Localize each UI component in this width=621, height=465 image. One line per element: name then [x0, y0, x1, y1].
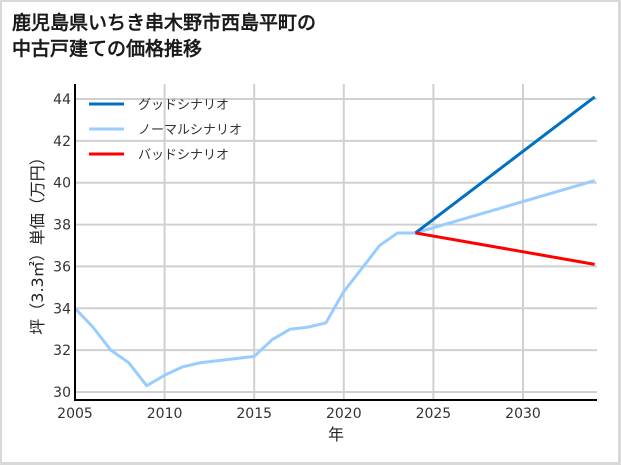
x-tick-label: 2015 [236, 406, 272, 422]
y-tick-label: 44 [53, 92, 71, 108]
y-axis-label: 坪（3.3㎡）単価（万円） [28, 149, 47, 334]
x-tick-label: 2030 [505, 406, 541, 422]
x-tick-label: 2020 [326, 406, 362, 422]
y-tick-label: 42 [53, 134, 71, 150]
legend-label: バッドシナリオ [138, 148, 229, 163]
y-tick-label: 30 [53, 385, 71, 401]
y-tick-label: 38 [53, 218, 71, 234]
series-lines [73, 95, 596, 388]
chart-title: 鹿児島県いちき串木野市西島平町の 中古戸建ての価格推移 [12, 10, 316, 62]
chart-title-line1: 鹿児島県いちき串木野市西島平町の [12, 12, 317, 34]
legend-label: ノーマルシナリオ [138, 123, 242, 138]
legend-label: グッドシナリオ [138, 98, 229, 113]
x-tick-label: 2025 [416, 406, 452, 422]
series-line [415, 231, 595, 266]
chart-title-line2: 中古戸建ての価格推移 [12, 38, 203, 60]
y-tick-label: 32 [53, 343, 71, 359]
x-axis-label: 年 [328, 425, 344, 444]
x-axis-ticks: 2005 2010 2015 2020 2025 2030 [57, 406, 541, 422]
grid-lines [75, 84, 597, 400]
series-line [414, 95, 596, 235]
series-line [73, 179, 596, 388]
y-tick-label: 36 [53, 259, 71, 275]
y-tick-label: 40 [53, 176, 71, 192]
x-tick-label: 2005 [57, 406, 93, 422]
y-tick-label: 34 [53, 301, 71, 317]
y-axis-ticks: 30 32 34 36 38 40 42 44 [53, 92, 71, 401]
x-tick-label: 2010 [147, 406, 183, 422]
